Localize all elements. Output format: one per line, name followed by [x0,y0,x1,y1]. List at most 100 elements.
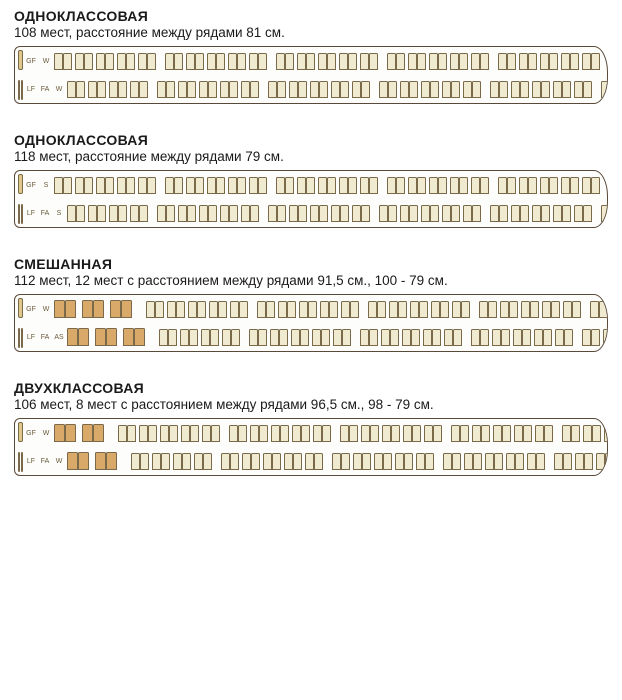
seat [460,425,469,442]
seat [194,453,203,470]
seat-pair [341,301,359,318]
seat [459,177,468,194]
seat-pair [242,453,260,470]
seat [601,205,608,222]
front-label-lf: LF [24,334,38,341]
seat [279,329,288,346]
seat [492,329,501,346]
seat [379,205,388,222]
seat [298,81,307,98]
config-cfg4: ДВУХКЛАССОВАЯ106 мест, 8 мест с расстоян… [14,380,608,476]
seat [396,177,405,194]
seat-pair [96,53,114,70]
seat [522,329,531,346]
seat-pair [532,205,550,222]
seat [211,425,220,442]
seat [432,329,441,346]
seat-pair [379,81,397,98]
seat-pair [220,205,238,222]
seat-pair [152,453,170,470]
seat [320,301,329,318]
seat [109,81,118,98]
seat-pair [360,53,378,70]
seat-pair [54,424,76,442]
seat-pair [299,301,317,318]
seat [67,81,76,98]
seat-pair [408,53,426,70]
seat-pair [117,177,135,194]
seat [241,205,250,222]
seat [293,453,302,470]
seat-pair [138,177,156,194]
seat [430,205,439,222]
galley-split [18,80,23,100]
seat [138,53,147,70]
seat [387,53,396,70]
seat-pair [202,425,220,442]
seat [417,177,426,194]
seat [499,81,508,98]
seat [348,177,357,194]
seat [165,53,174,70]
seat [339,177,348,194]
seat [360,329,369,346]
seat-pair [181,425,199,442]
seat [528,53,537,70]
seat-pair [123,328,145,346]
seat [541,81,550,98]
seat [207,177,216,194]
seat [147,53,156,70]
seat-pair [554,453,572,470]
seat-pair [289,81,307,98]
seat-pair [442,81,460,98]
seat-pair [361,425,379,442]
seat [352,81,361,98]
seat [599,301,608,318]
seat-pair [423,329,441,346]
seat-row-bottom: LFFAAS [24,326,608,348]
seat [289,81,298,98]
seat [563,453,572,470]
seat [332,453,341,470]
seat-pair [485,453,503,470]
seat [509,301,518,318]
seat [562,81,571,98]
seat [199,81,208,98]
seat [541,205,550,222]
front-extra-label: W [52,86,66,93]
seat [82,424,93,442]
seat [506,453,515,470]
seat [403,425,412,442]
seat [395,453,404,470]
seat-pair [498,177,516,194]
seat-pair [207,53,225,70]
seat [228,53,237,70]
seat [554,453,563,470]
seat [404,453,413,470]
seat [65,424,76,442]
seat-pair [284,453,302,470]
seat [472,425,481,442]
front-extra-label: AS [52,334,66,341]
seat [258,329,267,346]
seat [561,53,570,70]
seat-pair [88,81,106,98]
seat [319,81,328,98]
seat-pair [490,81,508,98]
seat [417,53,426,70]
seat-row-top: GFS [24,174,608,196]
seat [190,425,199,442]
seat-pair [464,453,482,470]
seat [479,301,488,318]
seat-pair [67,452,89,470]
seat [423,329,432,346]
seat-pair [130,205,148,222]
seat-pair [165,53,183,70]
seat-area: GFWLFFAW [24,421,608,473]
seat [553,205,562,222]
seat-pair [353,453,371,470]
front-extra-label: W [39,430,53,437]
seat [186,177,195,194]
seat [180,329,189,346]
seat [574,81,583,98]
